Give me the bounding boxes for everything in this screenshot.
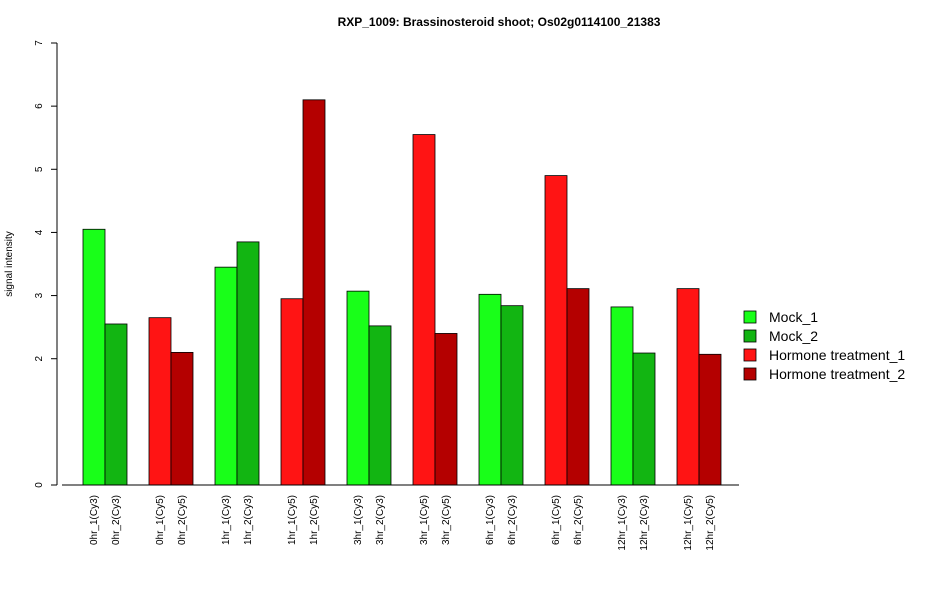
bar (566, 288, 590, 486)
legend-label: Mock_1 (769, 309, 818, 325)
x-tick-label: 6hr_1(Cy3) (485, 495, 496, 545)
bar (412, 134, 436, 486)
x-tick-label: 6hr_2(Cy3) (507, 495, 518, 545)
legend-label: Hormone treatment_1 (769, 347, 905, 363)
bar (698, 353, 722, 486)
legend-swatch (743, 329, 757, 343)
legend: Mock_1 Mock_2 Hormone treatment_1 Hormone t… (743, 309, 905, 382)
x-tick-label: 3hr_2(Cy3) (375, 495, 386, 545)
x-tick-label: 0hr_2(Cy5) (177, 495, 188, 545)
x-tick-label: 1hr_2(Cy3) (243, 495, 254, 545)
bar (236, 241, 260, 486)
bar (82, 228, 106, 486)
bar (148, 317, 172, 486)
bar (368, 325, 392, 486)
x-tick-label: 12hr_2(Cy3) (639, 495, 650, 551)
x-tick-label: 0hr_1(Cy5) (155, 495, 166, 545)
x-tick-label: 12hr_2(Cy5) (705, 495, 716, 551)
y-tick-label: 4 (34, 229, 45, 235)
bar (280, 298, 304, 486)
bar (632, 352, 656, 486)
legend-swatch (743, 348, 757, 362)
y-tick-label: 2 (34, 355, 45, 361)
x-tick-label: 3hr_2(Cy5) (441, 495, 452, 545)
x-tick-label: 1hr_1(Cy3) (221, 495, 232, 545)
x-tick-label: 3hr_1(Cy5) (419, 495, 430, 545)
bar (104, 323, 128, 486)
y-tick-label: 6 (34, 103, 45, 109)
y-tick-label: 0 (34, 482, 45, 488)
x-axis: 0hr_1(Cy3) 0hr_2(Cy3) 0hr_1(Cy5) 0hr_2(Cy5)… (62, 484, 739, 551)
bar (302, 99, 326, 486)
bar (676, 288, 700, 486)
bars (82, 99, 722, 486)
bar (434, 333, 458, 486)
legend-swatch (743, 310, 757, 324)
legend-label: Hormone treatment_2 (769, 366, 905, 382)
y-axis: 0 2 3 4 5 6 7 (34, 40, 58, 488)
x-tick-label: 1hr_1(Cy5) (287, 495, 298, 545)
bar (610, 306, 634, 486)
bar (544, 175, 568, 486)
y-axis-label: signal intensity (4, 231, 15, 297)
x-tick-label: 0hr_2(Cy3) (111, 495, 122, 545)
bar (500, 305, 524, 486)
x-tick-label: 12hr_1(Cy5) (683, 495, 694, 551)
x-tick-label: 12hr_1(Cy3) (617, 495, 628, 551)
x-tick-label: 1hr_2(Cy5) (309, 495, 320, 545)
x-tick-label: 3hr_1(Cy3) (353, 495, 364, 545)
x-tick-label: 0hr_1(Cy3) (89, 495, 100, 545)
chart-title: RXP_1009: Brassinosteroid shoot; Os02g01… (338, 15, 661, 29)
legend-label: Mock_2 (769, 328, 818, 344)
y-tick-label: 7 (34, 40, 45, 46)
bar (346, 290, 370, 486)
bar (214, 266, 238, 486)
y-tick-label: 3 (34, 292, 45, 298)
y-tick-label: 5 (34, 166, 45, 172)
x-tick-label: 6hr_1(Cy5) (551, 495, 562, 545)
bar (478, 293, 502, 486)
legend-swatch (743, 367, 757, 381)
x-tick-label: 6hr_2(Cy5) (573, 495, 584, 545)
bar (170, 351, 194, 486)
